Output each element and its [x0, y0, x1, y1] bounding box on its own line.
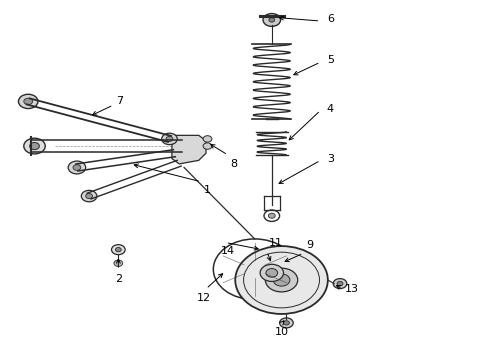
- Circle shape: [284, 321, 289, 325]
- Text: 9: 9: [306, 240, 313, 249]
- Circle shape: [19, 94, 38, 109]
- Circle shape: [260, 264, 284, 282]
- Text: 8: 8: [230, 158, 238, 168]
- Circle shape: [203, 136, 212, 142]
- Text: 3: 3: [327, 154, 334, 163]
- Text: 7: 7: [116, 96, 123, 107]
- Circle shape: [203, 143, 212, 149]
- Circle shape: [269, 18, 275, 22]
- Circle shape: [273, 274, 290, 286]
- Circle shape: [266, 269, 278, 277]
- Text: 10: 10: [274, 327, 289, 337]
- Text: 2: 2: [115, 274, 122, 284]
- Circle shape: [280, 318, 293, 328]
- Text: 11: 11: [269, 238, 282, 248]
- Circle shape: [263, 14, 281, 26]
- Text: 13: 13: [345, 284, 359, 294]
- Circle shape: [81, 190, 97, 202]
- Circle shape: [24, 98, 32, 105]
- Circle shape: [235, 246, 328, 314]
- Text: 4: 4: [327, 104, 334, 113]
- Circle shape: [86, 194, 93, 199]
- Text: 5: 5: [327, 55, 334, 65]
- Circle shape: [68, 161, 86, 174]
- Circle shape: [337, 282, 343, 286]
- Text: 6: 6: [327, 14, 334, 24]
- Text: 14: 14: [221, 246, 235, 256]
- Circle shape: [333, 279, 347, 289]
- Circle shape: [269, 213, 275, 218]
- Circle shape: [116, 248, 121, 252]
- Circle shape: [73, 165, 81, 170]
- Text: 1: 1: [203, 185, 211, 195]
- Circle shape: [114, 260, 122, 266]
- Circle shape: [266, 268, 298, 292]
- Text: 12: 12: [196, 293, 211, 302]
- Circle shape: [24, 138, 45, 154]
- Circle shape: [112, 245, 125, 255]
- Circle shape: [166, 136, 173, 141]
- Circle shape: [30, 143, 39, 150]
- Circle shape: [162, 133, 177, 145]
- Polygon shape: [172, 135, 206, 164]
